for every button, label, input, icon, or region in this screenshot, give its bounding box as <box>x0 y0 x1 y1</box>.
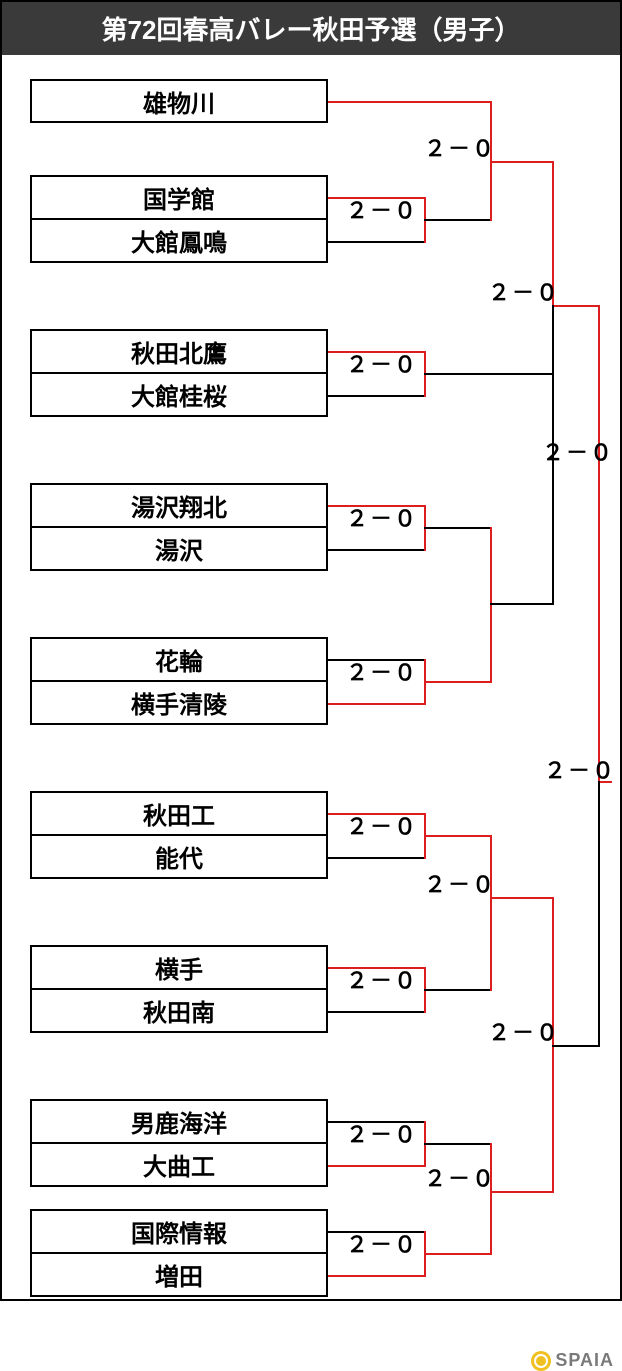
match-score: ２－０ <box>488 1015 560 1047</box>
bracket-line <box>490 527 492 683</box>
watermark-logo: SPAIA <box>531 1350 614 1371</box>
match-score: ２－０ <box>346 1227 418 1259</box>
bracket-line <box>328 549 426 551</box>
match-score: ２－０ <box>424 867 496 899</box>
bracket-line <box>328 395 426 397</box>
team-box: 男鹿海洋 <box>30 1099 328 1143</box>
match-score: ２－０ <box>488 275 560 307</box>
team-box: 能代 <box>30 835 328 879</box>
bracket-area: 雄物川国学館大館鳳鳴秋田北鷹大館桂桜湯沢翔北湯沢花輪横手清陵秋田工能代横手秋田南… <box>2 55 620 1299</box>
team-box: 国学館 <box>30 175 328 219</box>
bracket-line <box>424 219 492 221</box>
bracket-line <box>328 1011 426 1013</box>
bracket-line <box>424 989 492 991</box>
bracket-line <box>490 897 552 899</box>
team-box: 国際情報 <box>30 1209 328 1253</box>
team-box: 横手清陵 <box>30 681 328 725</box>
bracket-line <box>424 1143 492 1145</box>
bracket-line <box>424 835 492 837</box>
bracket-line <box>598 781 600 1047</box>
match-score: ２－０ <box>346 501 418 533</box>
bracket-line <box>490 1191 552 1193</box>
bracket-container: 第72回春高バレー秋田予選（男子） 雄物川国学館大館鳳鳴秋田北鷹大館桂桜湯沢翔北… <box>0 0 622 1301</box>
match-score: ２－０ <box>346 193 418 225</box>
match-score: ２－０ <box>346 809 418 841</box>
bracket-line <box>424 373 554 375</box>
bracket-line <box>424 527 492 529</box>
team-box: 湯沢翔北 <box>30 483 328 527</box>
bracket-line <box>328 703 426 705</box>
match-score: ２－０ <box>346 1117 418 1149</box>
team-box: 雄物川 <box>30 79 328 123</box>
match-score: ２－０ <box>346 963 418 995</box>
bracket-line <box>424 681 492 683</box>
logo-text: SPAIA <box>555 1350 614 1371</box>
bracket-line <box>490 603 552 605</box>
bracket-line <box>490 1143 492 1255</box>
logo-icon <box>531 1351 551 1371</box>
team-box: 湯沢 <box>30 527 328 571</box>
team-box: 大館桂桜 <box>30 373 328 417</box>
bracket-line <box>328 101 492 103</box>
bracket-line <box>424 1253 492 1255</box>
team-box: 大曲工 <box>30 1143 328 1187</box>
match-score: ２－０ <box>424 1161 496 1193</box>
match-score: ２－０ <box>544 753 616 785</box>
match-score: ２－０ <box>424 131 496 163</box>
bracket-line <box>598 305 600 783</box>
bracket-title: 第72回春高バレー秋田予選（男子） <box>2 2 620 55</box>
bracket-line <box>328 1275 426 1277</box>
team-box: 秋田工 <box>30 791 328 835</box>
bracket-line <box>328 241 426 243</box>
bracket-line <box>328 1165 426 1167</box>
bracket-line <box>490 835 492 991</box>
bracket-line <box>328 857 426 859</box>
team-box: 増田 <box>30 1253 328 1297</box>
team-box: 横手 <box>30 945 328 989</box>
bracket-line <box>490 161 552 163</box>
match-score: ２－０ <box>346 655 418 687</box>
team-box: 秋田南 <box>30 989 328 1033</box>
team-box: 秋田北鷹 <box>30 329 328 373</box>
match-score: ２－０ <box>346 347 418 379</box>
team-box: 花輪 <box>30 637 328 681</box>
match-score: ２－０ <box>542 435 614 467</box>
team-box: 大館鳳鳴 <box>30 219 328 263</box>
